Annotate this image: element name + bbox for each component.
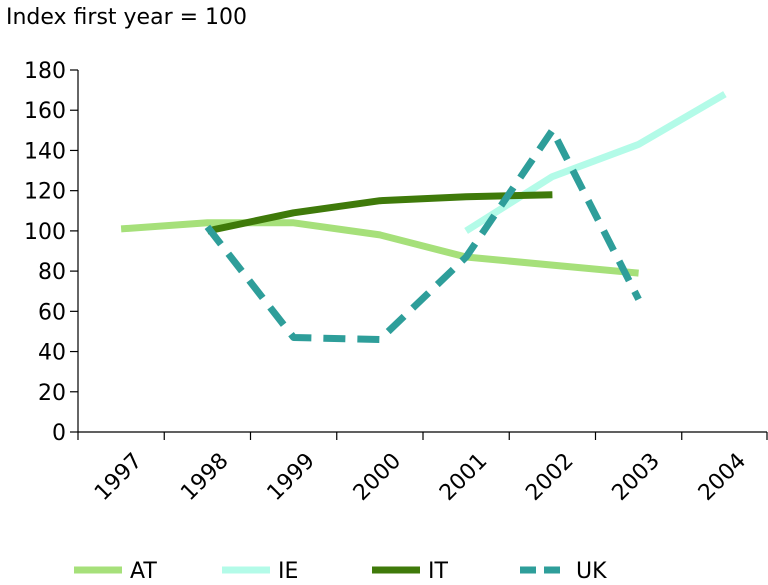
series-line-ie <box>464 91 727 234</box>
x-tick-label: 1997 <box>90 449 147 506</box>
x-tick-label: 2001 <box>435 449 492 506</box>
y-tick-label: 20 <box>38 381 66 406</box>
y-axis-title: Index first year = 100 <box>6 5 247 30</box>
legend: AT IE IT UK <box>74 559 607 584</box>
x-tick-label: 2004 <box>694 449 751 506</box>
legend-label-uk: UK <box>576 559 607 584</box>
y-tick-label: 40 <box>38 341 66 366</box>
y-tick-label: 80 <box>38 260 66 285</box>
y-tick-label: 0 <box>52 421 66 446</box>
series-layer <box>120 91 727 343</box>
legend-label-ie: IE <box>278 559 298 584</box>
y-tick-label: 140 <box>24 139 66 164</box>
x-tick-label: 2002 <box>521 449 578 506</box>
y-tick-label: 100 <box>24 220 66 245</box>
x-tick-label: 2000 <box>349 449 406 506</box>
series-line-at <box>120 219 639 277</box>
y-tick-label: 160 <box>24 99 66 124</box>
y-tick-label: 180 <box>24 59 66 84</box>
series-line-uk <box>204 126 642 343</box>
axes: 0 20 40 60 80 100 120 140 160 180 1997 1998 1999 2000… <box>24 59 768 506</box>
y-tick-label: 120 <box>24 180 66 205</box>
x-tick-label: 2003 <box>608 449 665 506</box>
y-tick-label: 60 <box>38 300 66 325</box>
legend-label-it: IT <box>428 559 448 584</box>
series-line-it <box>206 191 553 235</box>
x-tick-label: 1998 <box>176 449 233 506</box>
legend-label-at: AT <box>130 559 157 584</box>
x-tick-label: 1999 <box>263 449 320 506</box>
